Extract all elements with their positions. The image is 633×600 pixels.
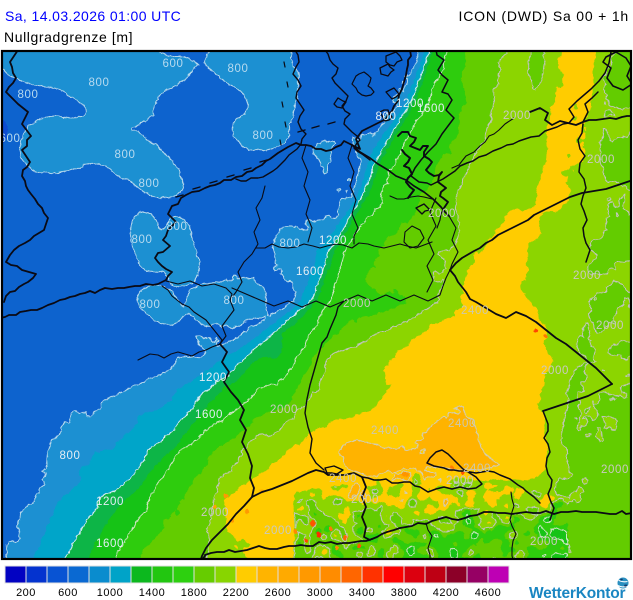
svg-text:1600: 1600: [96, 538, 124, 550]
svg-text:2000: 2000: [601, 464, 629, 476]
svg-text:2000: 2000: [541, 365, 569, 377]
svg-text:2000: 2000: [428, 208, 456, 220]
svg-text:800: 800: [280, 238, 301, 250]
svg-text:2000: 2000: [530, 536, 558, 548]
svg-text:800: 800: [167, 221, 188, 233]
svg-text:3400: 3400: [349, 587, 375, 599]
svg-text:800: 800: [253, 130, 274, 142]
svg-text:1600: 1600: [417, 103, 445, 115]
svg-text:2400: 2400: [371, 425, 399, 437]
svg-text:2000: 2000: [201, 507, 229, 519]
svg-text:2000: 2000: [351, 494, 379, 506]
svg-text:2000: 2000: [264, 525, 292, 537]
svg-text:2000: 2000: [270, 404, 298, 416]
svg-text:2000: 2000: [573, 270, 601, 282]
svg-text:800: 800: [228, 63, 249, 75]
svg-text:800: 800: [132, 234, 153, 246]
svg-text:2000: 2000: [596, 320, 624, 332]
svg-text:ICON (DWD) Sa 00 + 1h: ICON (DWD) Sa 00 + 1h: [459, 8, 629, 24]
svg-text:2000: 2000: [343, 298, 371, 310]
svg-text:800: 800: [139, 178, 160, 190]
svg-text:2400: 2400: [448, 418, 476, 430]
svg-text:600: 600: [0, 133, 21, 145]
svg-text:2200: 2200: [223, 587, 249, 599]
svg-text:2000: 2000: [503, 110, 531, 122]
svg-text:4600: 4600: [475, 587, 501, 599]
svg-text:Sa, 14.03.2026 01:00 UTC: Sa, 14.03.2026 01:00 UTC: [5, 8, 181, 24]
svg-text:800: 800: [224, 295, 245, 307]
svg-text:1600: 1600: [195, 409, 223, 421]
svg-text:600: 600: [163, 58, 184, 70]
svg-text:800: 800: [89, 77, 110, 89]
svg-text:1200: 1200: [396, 98, 424, 110]
svg-text:2400: 2400: [463, 463, 491, 475]
svg-text:1200: 1200: [199, 372, 227, 384]
svg-text:1600: 1600: [296, 266, 324, 278]
svg-text:1800: 1800: [181, 587, 207, 599]
svg-text:1200: 1200: [96, 496, 124, 508]
svg-text:3000: 3000: [307, 587, 333, 599]
svg-text:2400: 2400: [329, 473, 357, 485]
svg-text:1200: 1200: [319, 235, 347, 247]
svg-text:2400: 2400: [461, 305, 489, 317]
svg-text:2000: 2000: [587, 154, 615, 166]
svg-text:800: 800: [115, 149, 136, 161]
svg-text:4200: 4200: [433, 587, 459, 599]
svg-text:2000: 2000: [446, 475, 474, 487]
svg-text:WetterKontor: WetterKontor: [529, 585, 626, 600]
svg-text:1400: 1400: [139, 587, 165, 599]
svg-text:600: 600: [58, 587, 78, 599]
svg-text:800: 800: [140, 299, 161, 311]
svg-text:1000: 1000: [97, 587, 123, 599]
svg-text:800: 800: [18, 89, 39, 101]
svg-text:Nullgradgrenze [m]: Nullgradgrenze [m]: [4, 29, 133, 45]
svg-text:200: 200: [16, 587, 36, 599]
svg-text:2600: 2600: [265, 587, 291, 599]
svg-text:800: 800: [376, 111, 397, 123]
svg-text:3800: 3800: [391, 587, 417, 599]
svg-text:800: 800: [60, 450, 81, 462]
